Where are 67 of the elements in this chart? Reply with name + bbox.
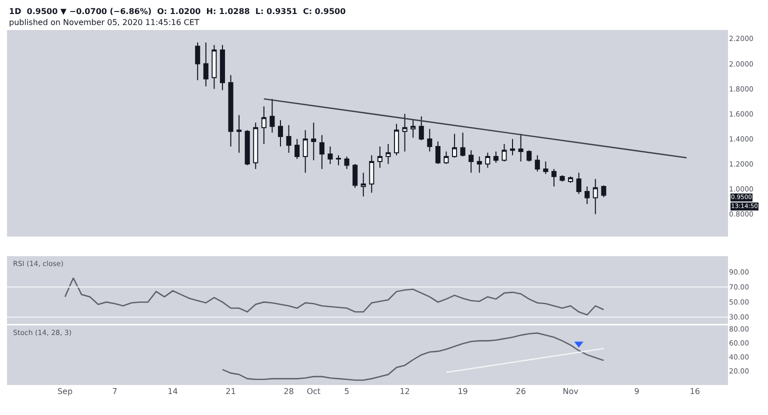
x-tick-label: Nov	[562, 387, 579, 396]
candlestick	[560, 174, 565, 182]
x-tick-label: 26	[516, 387, 526, 396]
candlestick	[319, 134, 324, 170]
candlestick	[601, 184, 606, 198]
candlestick	[270, 98, 275, 134]
x-tick-label: 19	[458, 387, 468, 396]
x-tick-label: 5	[344, 387, 350, 396]
x-tick-label: 28	[284, 387, 294, 396]
candlestick	[311, 122, 316, 161]
candlestick	[444, 150, 449, 164]
candlestick	[460, 132, 466, 157]
chart-subtitle: published on November 05, 2020 11:45:16 CET	[9, 18, 200, 27]
candlestick	[344, 156, 350, 170]
candlestick	[435, 140, 440, 164]
candlestick	[402, 113, 408, 152]
candlestick	[584, 186, 590, 205]
chart-title: 1D 0.9500 ▼ −0.0700 (−6.86%) O: 1.0200 H: 1.0288 L: 0.9351 C: 0.9500	[9, 7, 346, 16]
x-tick-label: Oct	[306, 387, 321, 396]
candlestick	[244, 130, 250, 166]
line-series	[64, 277, 604, 316]
candlestick	[261, 106, 266, 144]
x-tick-label: 7	[112, 387, 118, 396]
x-tick-label: 16	[690, 387, 700, 396]
x-tick-label: 9	[634, 387, 640, 396]
candlestick	[427, 128, 432, 152]
candlestick	[294, 138, 300, 160]
candlestick	[485, 152, 490, 168]
candlestick	[502, 143, 507, 162]
candlestick	[236, 114, 242, 154]
x-tick-label: 12	[400, 387, 410, 396]
candlestick	[592, 178, 598, 215]
candlestick	[551, 168, 556, 188]
candlestick	[568, 176, 574, 184]
candlestick	[543, 160, 548, 174]
candlestick	[195, 42, 200, 81]
candlestick	[510, 138, 516, 156]
candlestick	[534, 154, 540, 172]
candlestick	[352, 163, 358, 188]
candlestick	[394, 123, 400, 156]
candlestick	[518, 133, 524, 162]
line-series	[222, 332, 604, 381]
candlestick	[253, 122, 258, 170]
candlestick	[493, 150, 498, 164]
candlestick	[336, 154, 342, 166]
candlestick	[278, 120, 284, 147]
candlestick	[203, 42, 208, 87]
candlestick	[452, 133, 458, 158]
candlestick	[468, 150, 474, 174]
candlestick	[328, 146, 333, 164]
candlestick	[212, 44, 217, 90]
candlestick	[302, 130, 308, 174]
candlestick	[386, 143, 391, 164]
x-tick-label: 14	[168, 387, 178, 396]
x-tick-label: Sep	[57, 387, 73, 396]
candlestick	[360, 172, 366, 198]
candlestick	[418, 116, 424, 141]
candlestick	[228, 74, 234, 147]
candlestick	[476, 156, 482, 174]
candlestick	[377, 146, 382, 168]
candlestick	[410, 120, 416, 138]
candlestick	[526, 150, 532, 162]
candlestick	[576, 172, 582, 195]
x-tick-label: 21	[226, 387, 236, 396]
candlestick	[220, 44, 225, 91]
candlestick	[286, 124, 292, 154]
candlestick	[369, 154, 374, 194]
